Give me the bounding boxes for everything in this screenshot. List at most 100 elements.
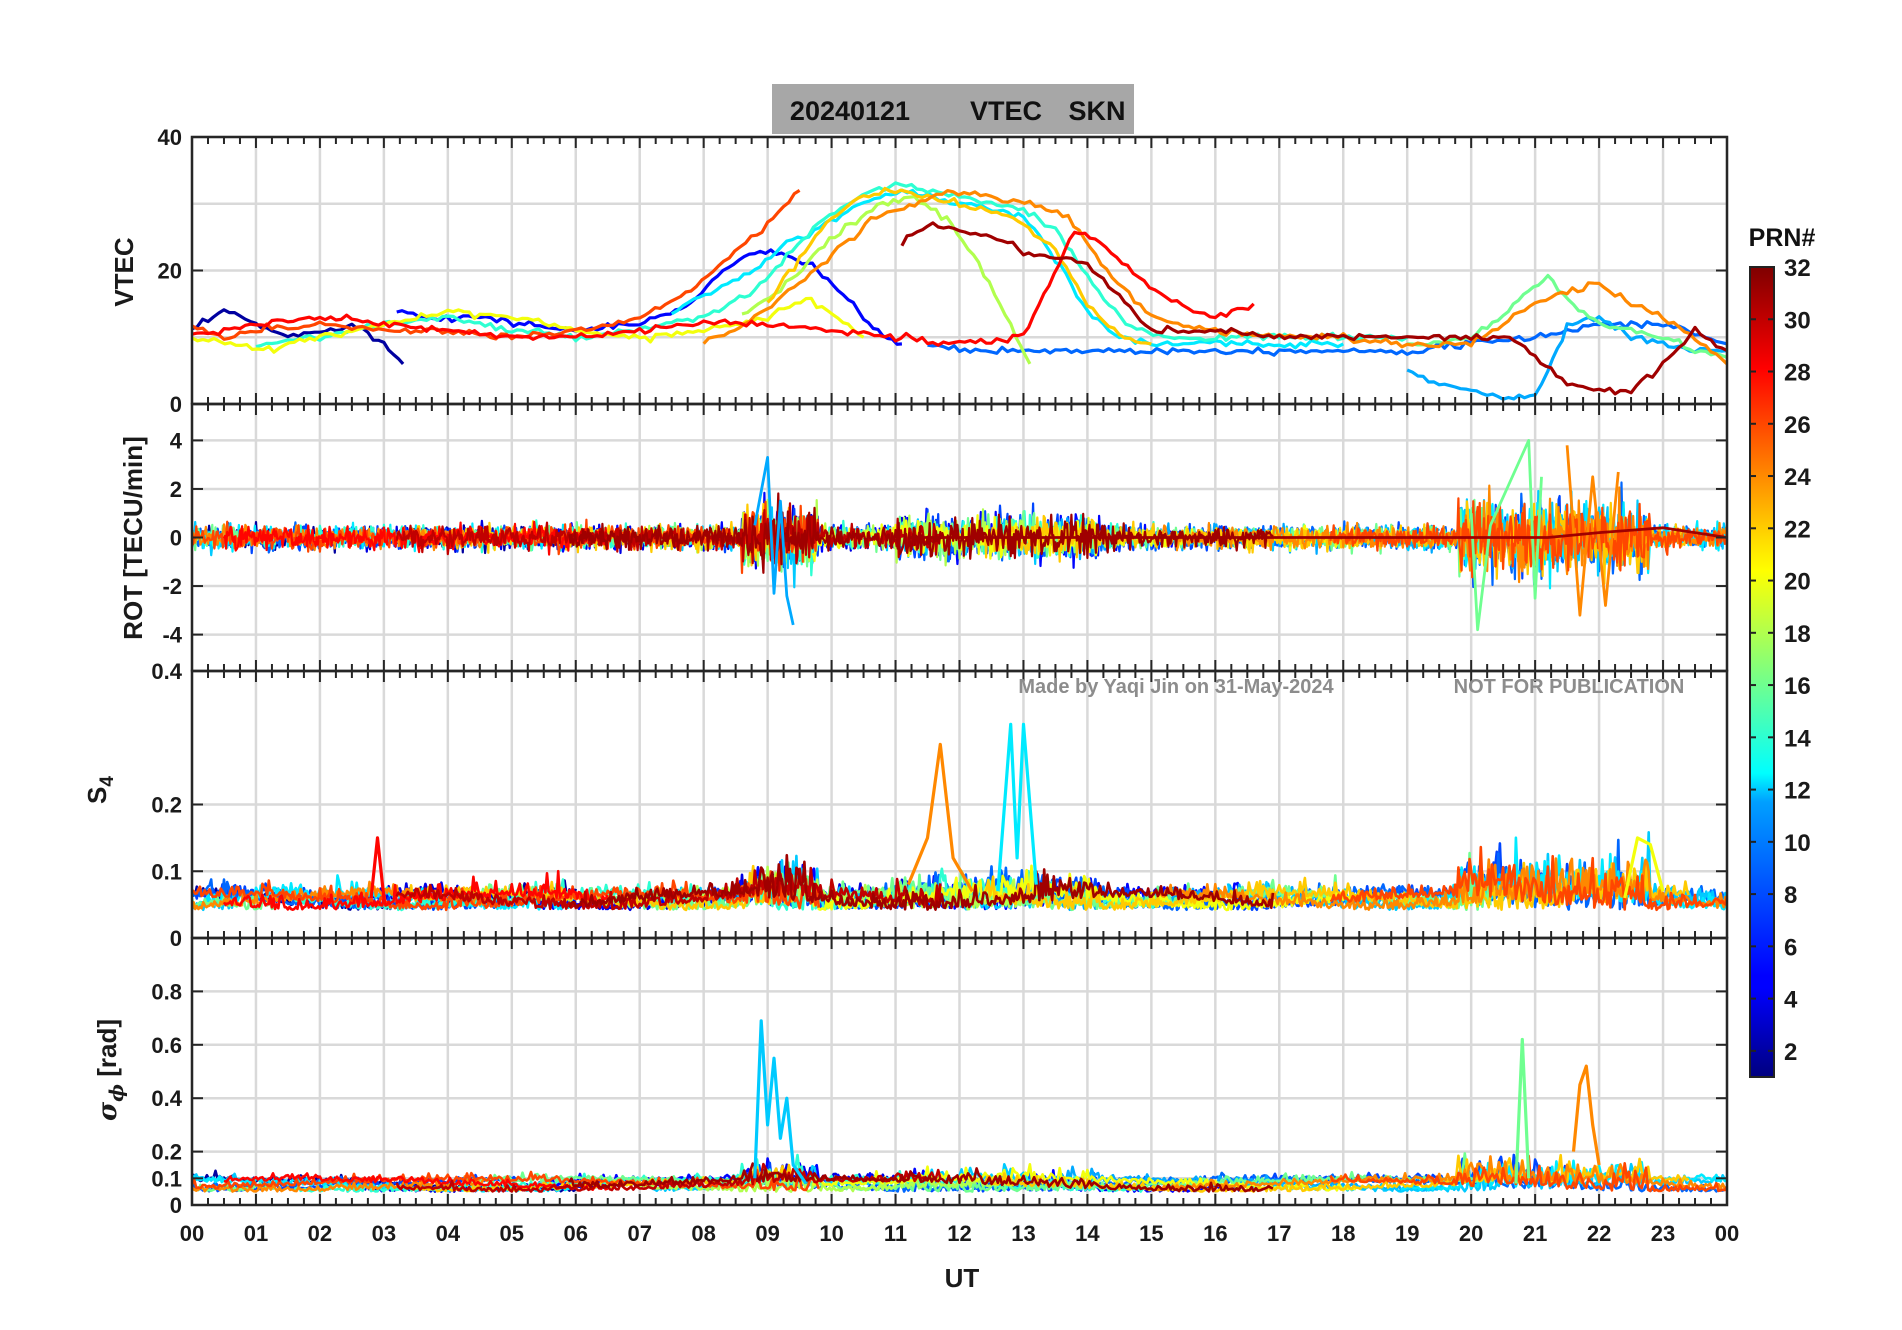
ytick-label-rot: 0 <box>170 526 182 551</box>
colorbar-tick-label: 28 <box>1784 360 1811 387</box>
vtec-series-prn-2 <box>192 308 405 365</box>
xtick-label: 13 <box>1011 1221 1035 1246</box>
ylabel-sigma-unit: [rad] <box>92 1019 122 1084</box>
xtick-label: 20 <box>1459 1221 1483 1246</box>
xtick-labels: 00 01 02 03 04 05 06 07 08 09 10 11 12 13 14 15 16 17 18 19… <box>180 1221 1739 1246</box>
ytick-label-rot: 4 <box>170 428 183 453</box>
ytick-label-sigma: 0.6 <box>151 1033 182 1058</box>
colorbar-tick-label: 18 <box>1784 621 1811 648</box>
vtec-series-prn-24 <box>702 189 1727 366</box>
vtec-series-prn-14 <box>255 181 1408 349</box>
ytick-label-rot: 2 <box>170 477 182 502</box>
sigma-trace-prn-31 <box>568 1162 1274 1193</box>
colorbar-tick-label: 14 <box>1784 725 1811 752</box>
vtec-series-prn-20 <box>192 296 865 354</box>
rot-trace-prn-26 <box>1329 497 1727 579</box>
xtick-label: 12 <box>947 1221 971 1246</box>
panel-rot-lines <box>192 439 1727 632</box>
ylabel-s4: S4 <box>82 776 118 804</box>
sigma-trace-prn-28 <box>223 1172 609 1191</box>
ylabel-rot: ROT [TECU/min] <box>118 436 148 640</box>
colorbar-tick-label: 4 <box>1784 987 1798 1014</box>
ytick-label-s4: 0.4 <box>151 659 182 684</box>
s4-trace-prn-18 <box>638 865 1025 911</box>
ytick-label-rot: -2 <box>162 574 182 599</box>
xtick-label: 23 <box>1651 1221 1675 1246</box>
ytick-label-s4: 0.1 <box>151 859 182 884</box>
colorbar-tick-label: 30 <box>1784 307 1811 334</box>
ytick-label-rot: -4 <box>162 623 182 648</box>
xtick-label: 02 <box>308 1221 332 1246</box>
xtick-label: 15 <box>1139 1221 1163 1246</box>
colorbar-tick-label: 24 <box>1784 464 1811 491</box>
ytick-label-s4: 0.2 <box>151 793 182 818</box>
ytick-label-sigma: 0.4 <box>151 1086 182 1111</box>
s4-trace-prn-26 <box>1329 845 1727 912</box>
vtec-series-prn-5 <box>396 248 903 346</box>
ytick-label-vtec: 0 <box>170 392 182 417</box>
colorbar-tick-label: 32 <box>1784 255 1811 282</box>
ylabel-sigma: σϕ [rad] <box>92 1019 128 1121</box>
panel-s4-lines <box>192 722 1727 912</box>
xtick-label: 10 <box>819 1221 843 1246</box>
xtick-label: 04 <box>436 1221 461 1246</box>
sigma-spike-prn-11 <box>753 1019 808 1185</box>
panel-vtec: 0 20 40 <box>158 125 1729 417</box>
xtick-label: 18 <box>1331 1221 1355 1246</box>
colorbar-tick-label: 8 <box>1784 882 1797 909</box>
vtec-series-prn-18 <box>741 195 1032 365</box>
xtick-label: 06 <box>564 1221 588 1246</box>
s4-trace-prn-30 <box>395 866 942 911</box>
title-background <box>772 84 1134 134</box>
panel-sigma: 00.10.2 0.4 0.6 0.8 <box>151 936 1729 1218</box>
watermark-notice: NOT FOR PUBLICATION <box>1454 676 1685 698</box>
panel-rot: -4 -2 0 2 4 <box>162 402 1729 673</box>
xtick-label: 00 <box>1715 1221 1739 1246</box>
ytick-label-sigma: 0.8 <box>151 979 182 1004</box>
vtec-series-prn-31 <box>900 221 1727 396</box>
ytick-label-sigma: 0.2 <box>151 1140 182 1165</box>
ylabel-s4-main: S <box>82 787 112 804</box>
colorbar-tick-label: 12 <box>1784 778 1811 805</box>
colorbar-tick-label: 10 <box>1784 830 1811 857</box>
rot-spike-prn-31 <box>908 526 1727 539</box>
rot-spike-prn-16 <box>1469 439 1543 632</box>
vtec-series-prn-8 <box>927 320 1727 357</box>
colorbar-tick-label: 26 <box>1784 412 1811 439</box>
vtec-series-prn-10 <box>1406 315 1727 401</box>
s4-trace-prn-16 <box>192 892 276 911</box>
xtick-label: 09 <box>755 1221 779 1246</box>
title-box: 20240121 VTEC SKN <box>772 84 1134 134</box>
ytick-label-sigma: 0.1 <box>151 1166 182 1191</box>
rot-spike-prn-24 <box>1565 445 1620 617</box>
xlabel: UT <box>945 1263 980 1293</box>
xtick-label: 16 <box>1203 1221 1227 1246</box>
ytick-label-sigma: 0 <box>170 1193 182 1218</box>
panel-sigma-lines <box>192 1019 1727 1193</box>
s4-trace-prn-24 <box>1156 857 1727 911</box>
colorbar-title: PRN# <box>1749 224 1816 252</box>
colorbar-tick-label: 2 <box>1784 1039 1797 1066</box>
s4-spike-prn-20 <box>1623 836 1665 899</box>
panel-s4: 0 0.1 0.2 0.4 <box>151 659 1729 951</box>
colorbar-tick-label: 16 <box>1784 673 1811 700</box>
sigma-spike-prn-24 <box>1571 1064 1601 1166</box>
s4-spike-prn-12 <box>996 722 1038 892</box>
xtick-label: 03 <box>372 1221 396 1246</box>
panel-vtec-lines <box>192 181 1727 401</box>
ytick-label-s4: 0 <box>170 926 182 951</box>
colorbar-tick-label: 6 <box>1784 934 1797 961</box>
ylabel-sigma-main: σ <box>93 1101 123 1121</box>
ytick-label-vtec: 20 <box>158 259 182 284</box>
ylabel-vtec: VTEC <box>109 237 139 307</box>
xtick-label: 07 <box>627 1221 651 1246</box>
xtick-label: 22 <box>1587 1221 1611 1246</box>
ylabel-sigma-sub: ϕ <box>106 1084 128 1102</box>
vtec-series-prn-22 <box>766 186 1152 346</box>
s4-trace-prn-31 <box>568 853 1275 911</box>
vtec-series-prn-12 <box>670 188 1345 350</box>
xtick-label: 11 <box>884 1221 907 1246</box>
